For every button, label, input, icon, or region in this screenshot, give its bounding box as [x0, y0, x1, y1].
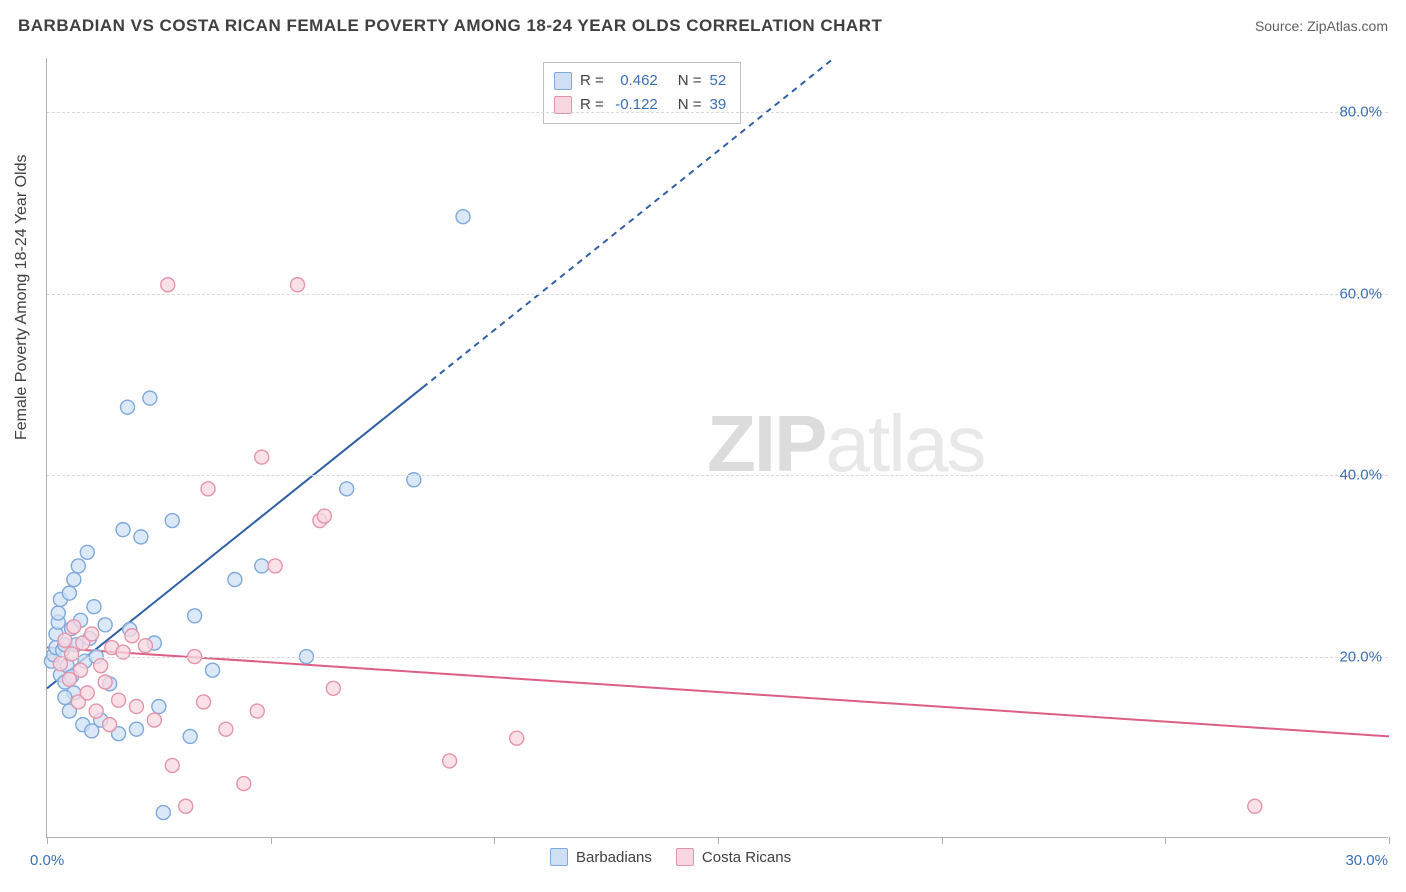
legend-swatch-barbadians [550, 848, 568, 866]
x-tick [718, 837, 719, 844]
series-legend: Barbadians Costa Ricans [550, 848, 791, 866]
legend-item-barbadians: Barbadians [550, 848, 652, 866]
y-tick-label: 60.0% [1339, 285, 1382, 302]
y-tick-label: 80.0% [1339, 104, 1382, 121]
r-label: R = [580, 69, 604, 93]
legend-swatch-costa-ricans [676, 848, 694, 866]
gridline-h [47, 112, 1388, 113]
x-tick-label-end: 30.0% [1345, 852, 1388, 869]
gridline-h [47, 294, 1388, 295]
chart-source: Source: ZipAtlas.com [1255, 18, 1388, 34]
gridline-h [47, 657, 1388, 658]
swatch-costa-ricans [554, 96, 572, 114]
legend-item-costa-ricans: Costa Ricans [676, 848, 791, 866]
legend-label-costa-ricans: Costa Ricans [702, 849, 791, 866]
r-value-barbadians: 0.462 [612, 69, 658, 93]
n-label: N = [678, 69, 702, 93]
info-row-barbadians: R = 0.462 N = 52 [554, 69, 726, 93]
x-tick [1165, 837, 1166, 844]
x-tick-label-start: 0.0% [30, 852, 64, 869]
x-tick [271, 837, 272, 844]
y-axis-label: Female Poverty Among 18-24 Year Olds [13, 155, 31, 441]
x-tick [1389, 837, 1390, 844]
x-tick [942, 837, 943, 844]
x-tick [494, 837, 495, 844]
n-value-barbadians: 52 [710, 69, 727, 93]
gridline-h [47, 475, 1388, 476]
chart-svg [47, 58, 1388, 837]
x-tick [47, 837, 48, 844]
chart-header: BARBADIAN VS COSTA RICAN FEMALE POVERTY … [18, 16, 1388, 36]
plot-area: ZIPatlas R = 0.462 N = 52 R = -0.122 N =… [46, 58, 1388, 838]
legend-label-barbadians: Barbadians [576, 849, 652, 866]
y-tick-label: 20.0% [1339, 648, 1382, 665]
y-tick-label: 40.0% [1339, 467, 1382, 484]
chart-title: BARBADIAN VS COSTA RICAN FEMALE POVERTY … [18, 16, 882, 36]
swatch-barbadians [554, 72, 572, 90]
correlation-info-box: R = 0.462 N = 52 R = -0.122 N = 39 [543, 62, 741, 124]
